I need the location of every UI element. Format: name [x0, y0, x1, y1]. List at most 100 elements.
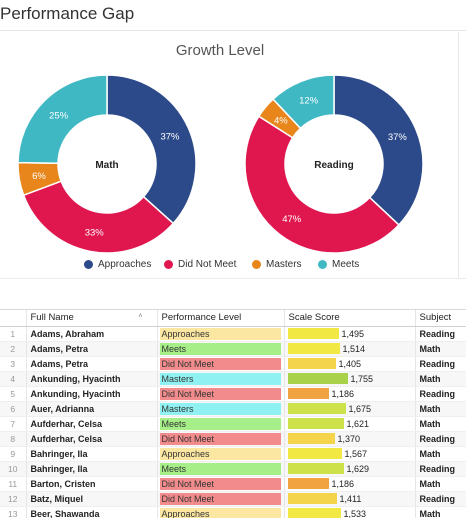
scale-score-cell: 1,514: [284, 341, 416, 357]
donut-slice-meets[interactable]: [272, 74, 335, 130]
column-header-performance-level[interactable]: Performance Level: [157, 310, 285, 327]
table-row[interactable]: 2 Adams, Petra Meets 1,514 Math: [0, 341, 466, 357]
scale-score-cell: 1,411: [284, 491, 416, 507]
page-title: Performance Gap: [0, 4, 135, 23]
column-header-label: Full Name: [30, 312, 74, 324]
title-divider: [0, 30, 466, 31]
table-row[interactable]: 4 Ankunding, Hyacinth Masters 1,755 Math: [0, 371, 466, 387]
student-table: Full Name ˄ Performance Level Scale Scor…: [0, 309, 466, 518]
row-number: 13: [0, 506, 27, 518]
slice-label: 4%: [274, 116, 288, 127]
table-row[interactable]: 8 Aufderhar, Celsa Did Not Meet 1,370 Readin…: [0, 431, 466, 447]
table-row[interactable]: 9 Bahringer, Ila Approaches 1,567 Math: [0, 446, 466, 462]
scale-score-cell: 1,370: [284, 431, 416, 447]
donut-slice-did-not-meet[interactable]: [22, 180, 175, 254]
row-number: 8: [0, 431, 27, 447]
row-number-header: [0, 310, 27, 327]
scale-score-cell: 1,186: [284, 476, 416, 492]
subject-cell: Reading: [415, 356, 466, 372]
full-name-cell: Adams, Abraham: [26, 326, 158, 342]
full-name-cell: Barton, Cristen: [26, 476, 158, 492]
table-row[interactable]: 12 Batz, Miquel Did Not Meet 1,411 Reading: [0, 491, 466, 507]
performance-level-cell: Meets: [157, 416, 285, 432]
scale-score-value: 1,186: [331, 388, 355, 399]
scale-score-value: 1,621: [346, 418, 370, 429]
legend-item-approaches[interactable]: Approaches: [84, 259, 151, 270]
performance-level-cell: Did Not Meet: [157, 491, 285, 507]
full-name-cell: Adams, Petra: [26, 341, 158, 357]
table-body: 1 Adams, Abraham Approaches 1,495 Reading 2 Ad…: [0, 326, 466, 518]
performance-level-cell: Approaches: [157, 326, 285, 342]
legend-swatch: [318, 260, 327, 269]
column-header-scale-score[interactable]: Scale Score: [284, 310, 416, 327]
donut-slice-approaches[interactable]: [106, 74, 197, 225]
table-header-row: Full Name ˄ Performance Level Scale Scor…: [0, 310, 466, 327]
performance-level-cell: Meets: [157, 461, 285, 477]
table-row[interactable]: 7 Aufderhar, Celsa Meets 1,621 Math: [0, 416, 466, 432]
full-name-cell: Ankunding, Hyacinth: [26, 386, 158, 402]
column-header-full-name[interactable]: Full Name ˄: [26, 310, 158, 327]
subject-cell: Reading: [415, 461, 466, 477]
table-row[interactable]: 10 Bahringer, Ila Meets 1,629 Reading: [0, 461, 466, 477]
performance-level-value: Meets: [159, 342, 281, 355]
row-number: 10: [0, 461, 27, 477]
scale-score-bar: [287, 358, 336, 369]
full-name-cell: Auer, Adrianna: [26, 401, 158, 417]
column-header-subject[interactable]: Subject: [415, 310, 466, 327]
table-row[interactable]: 5 Ankunding, Hyacinth Did Not Meet 1,186 Rea…: [0, 386, 466, 402]
subject-cell: Reading: [415, 491, 466, 507]
row-number: 4: [0, 371, 27, 387]
scale-score-cell: 1,567: [284, 446, 416, 462]
slice-label: 25%: [49, 110, 69, 121]
performance-level-cell: Did Not Meet: [157, 431, 285, 447]
subject-cell: Math: [415, 476, 466, 492]
scale-score-cell: 1,629: [284, 461, 416, 477]
subject-cell: Math: [415, 341, 466, 357]
donut-slice-meets[interactable]: [17, 74, 108, 164]
donut-slice-did-not-meet[interactable]: [244, 115, 400, 254]
row-number: 1: [0, 326, 27, 342]
donut-charts: 37% 33% 6% 25% Math 37% 47% 4% 12% Reading: [17, 74, 424, 254]
table-row[interactable]: 6 Auer, Adrianna Masters 1,675 Math: [0, 401, 466, 417]
table-row[interactable]: 3 Adams, Petra Did Not Meet 1,405 Reading: [0, 356, 466, 372]
column-header-label: Performance Level: [161, 312, 242, 324]
legend-item-meets[interactable]: Meets: [318, 259, 359, 270]
slice-label: 12%: [299, 95, 319, 106]
legend-item-masters[interactable]: Masters: [252, 259, 302, 270]
subject-cell: Math: [415, 371, 466, 387]
scale-score-value: 1,186: [331, 478, 355, 489]
legend-label: Did Not Meet: [178, 259, 237, 270]
performance-level-value: Approaches: [159, 447, 281, 460]
performance-level-value: Meets: [159, 417, 281, 430]
full-name-cell: Aufderhar, Celsa: [26, 431, 158, 447]
row-number: 6: [0, 401, 27, 417]
scale-score-bar: [287, 433, 335, 444]
performance-level-cell: Meets: [157, 341, 285, 357]
table-row[interactable]: 13 Beer, Shawanda Approaches 1,533 Math: [0, 506, 466, 518]
subject-cell: Math: [415, 446, 466, 462]
full-name-cell: Adams, Petra: [26, 356, 158, 372]
donut-slice-approaches[interactable]: [333, 74, 424, 226]
scale-score-bar: [287, 328, 339, 339]
legend-item-did-not-meet[interactable]: Did Not Meet: [164, 259, 236, 270]
slice-label: 37%: [160, 131, 180, 142]
subject-cell: Reading: [415, 386, 466, 402]
subject-cell: Math: [415, 401, 466, 417]
full-name-cell: Beer, Shawanda: [26, 506, 158, 518]
chevron-up-icon[interactable]: ˄: [138, 313, 143, 320]
row-number: 12: [0, 491, 27, 507]
legend-label: Approaches: [98, 259, 152, 270]
scale-score-bar: [287, 343, 340, 354]
performance-level-cell: Approaches: [157, 446, 285, 462]
scale-score-cell: 1,495: [284, 326, 416, 342]
scale-score-bar: [287, 373, 348, 384]
scale-score-bar: [287, 418, 344, 429]
scale-score-cell: 1,533: [284, 506, 416, 518]
table-row[interactable]: 1 Adams, Abraham Approaches 1,495 Reading: [0, 326, 466, 342]
performance-level-cell: Approaches: [157, 506, 285, 518]
subject-cell: Reading: [415, 431, 466, 447]
table-row[interactable]: 11 Barton, Cristen Did Not Meet 1,186 Math: [0, 476, 466, 492]
scale-score-bar: [287, 463, 344, 474]
scale-score-bar: [287, 493, 337, 504]
scale-score-cell: 1,186: [284, 386, 416, 402]
